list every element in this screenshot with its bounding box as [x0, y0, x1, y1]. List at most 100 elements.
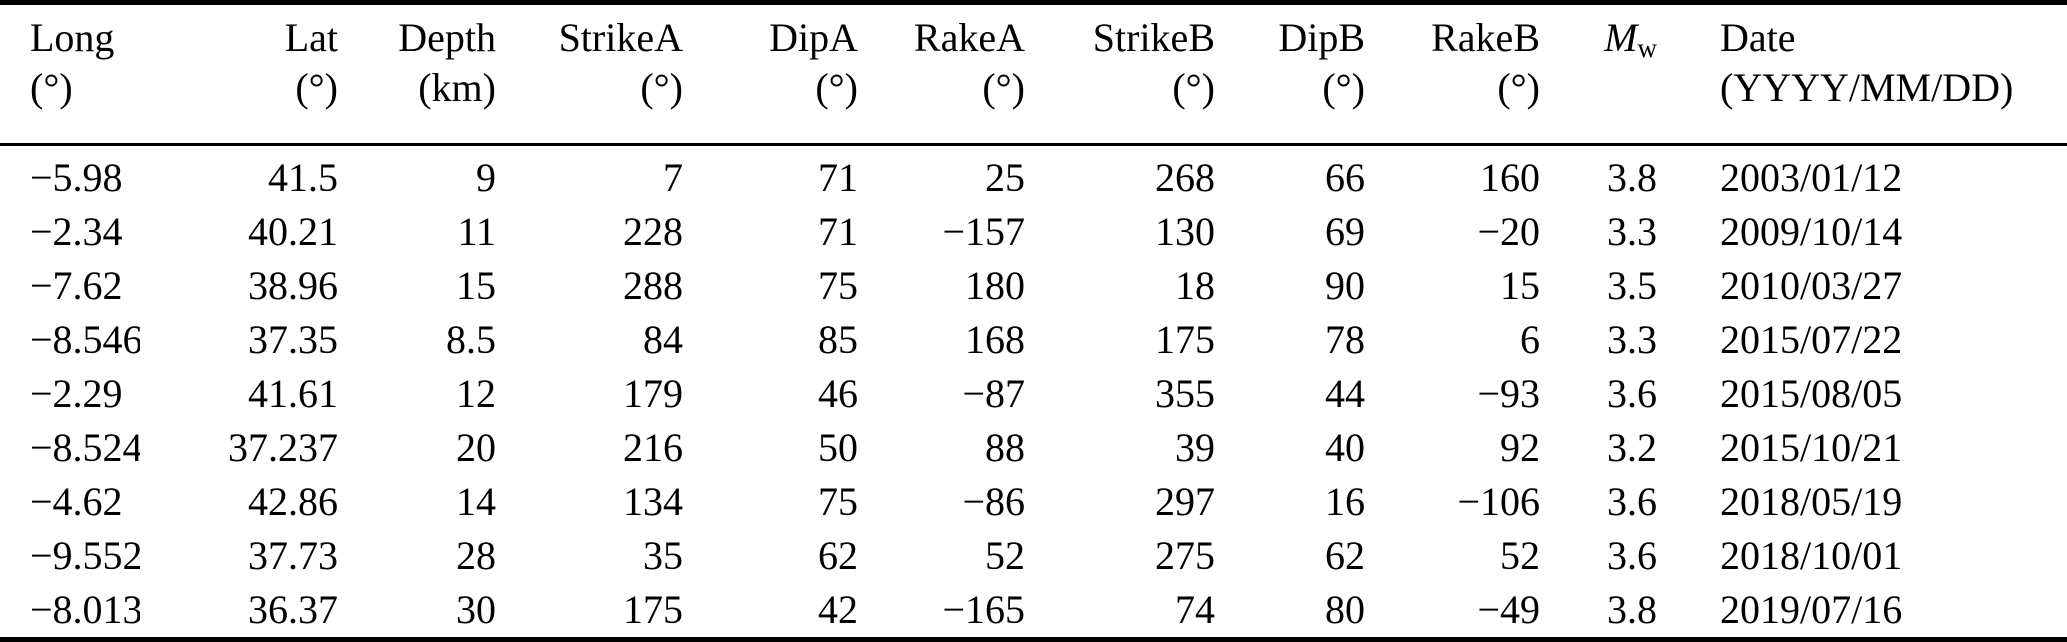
magnitude-subscript: w — [1637, 33, 1658, 63]
cell-lat: 37.237 — [228, 425, 338, 470]
cell-mw: 3.2 — [1607, 425, 1657, 470]
cell-depth: 11 — [457, 209, 496, 254]
column-unit: (°) — [1322, 65, 1365, 110]
column-header-rake_b: RakeB (°) — [1365, 2, 1540, 146]
cell-lat: 37.35 — [248, 317, 338, 362]
table-row: −8.546 37.35 8.5 84 85 168 175 78 6 3.3 2015/07/22 — [0, 313, 2067, 367]
cell-lat: 36.37 — [248, 587, 338, 632]
column-unit: (°) — [1172, 65, 1215, 110]
column-name: StrikeA — [558, 15, 683, 60]
cell-rake_b: 160 — [1480, 155, 1540, 200]
cell-rake_b: 6 — [1520, 317, 1540, 362]
cell-depth: 9 — [476, 155, 496, 200]
cell-mw: 3.8 — [1607, 155, 1657, 200]
cell-date: 2019/07/16 — [1720, 587, 1903, 632]
cell-rake_a: −157 — [942, 209, 1025, 254]
cell-rake_b: 52 — [1500, 533, 1540, 578]
table-row: −4.62 42.86 14 134 75 −86 297 16 −106 3.6 2018/05/… — [0, 475, 2067, 529]
cell-rake_b: 15 — [1500, 263, 1540, 308]
cell-dip_b: 69 — [1325, 209, 1365, 254]
cell-long: −2.29 — [30, 371, 123, 416]
magnitude-symbol: M — [1604, 15, 1638, 60]
cell-depth: 30 — [456, 587, 496, 632]
cell-dip_a: 62 — [818, 533, 858, 578]
cell-dip_a: 46 — [818, 371, 858, 416]
cell-dip_b: 44 — [1325, 371, 1365, 416]
column-name: RakeA — [913, 15, 1025, 60]
cell-strike_b: 39 — [1175, 425, 1215, 470]
cell-date: 2015/08/05 — [1720, 371, 1903, 416]
table-head: Long (°) Lat (°) Depth (km) StrikeA (°) DipA (°) R… — [0, 2, 2067, 146]
cell-strike_b: 74 — [1175, 587, 1215, 632]
cell-long: −9.552 — [30, 533, 140, 578]
column-unit: (°) — [295, 65, 338, 110]
column-header-depth: Depth (km) — [338, 2, 496, 146]
column-name: DipA — [769, 15, 858, 60]
cell-rake_a: 168 — [965, 317, 1025, 362]
table-row: −2.34 40.21 11 228 71 −157 130 69 −20 3.3 2009/10/… — [0, 205, 2067, 259]
cell-date: 2003/01/12 — [1720, 155, 1903, 200]
cell-rake_b: −93 — [1477, 371, 1540, 416]
column-name: Mw — [1540, 13, 1657, 63]
cell-depth: 14 — [456, 479, 496, 524]
cell-strike_a: 175 — [623, 587, 683, 632]
cell-rake_a: −87 — [962, 371, 1025, 416]
column-header-date: Date (YYYY/MM/DD) — [1657, 2, 2067, 146]
cell-long: −8.013 — [30, 587, 140, 632]
cell-mw: 3.8 — [1607, 587, 1657, 632]
table-row: −9.552 37.73 28 35 62 52 275 62 52 3.6 2018/10/01 — [0, 529, 2067, 583]
column-name: RakeB — [1431, 15, 1540, 60]
cell-dip_b: 80 — [1325, 587, 1365, 632]
cell-long: −5.98 — [30, 155, 123, 200]
cell-strike_b: 268 — [1155, 155, 1215, 200]
cell-strike_a: 35 — [643, 533, 683, 578]
table-header-row: Long (°) Lat (°) Depth (km) StrikeA (°) DipA (°) R… — [0, 2, 2067, 146]
cell-rake_b: −49 — [1477, 587, 1540, 632]
column-name: Date — [1720, 15, 1796, 60]
column-header-strike_b: StrikeB (°) — [1025, 2, 1215, 146]
cell-lat: 41.61 — [248, 371, 338, 416]
column-header-lat: Lat (°) — [140, 2, 338, 146]
column-header-long: Long (°) — [0, 2, 140, 146]
cell-strike_a: 288 — [623, 263, 683, 308]
cell-long: −7.62 — [30, 263, 123, 308]
cell-date: 2018/10/01 — [1720, 533, 1903, 578]
column-unit: (°) — [1497, 65, 1540, 110]
cell-long: −2.34 — [30, 209, 123, 254]
cell-depth: 8.5 — [446, 317, 496, 362]
table-body: −5.98 41.5 9 7 71 25 268 66 160 3.8 2003/01/12 −2.3… — [0, 145, 2067, 640]
cell-rake_a: −165 — [942, 587, 1025, 632]
column-unit: (°) — [815, 65, 858, 110]
cell-dip_a: 85 — [818, 317, 858, 362]
cell-dip_a: 50 — [818, 425, 858, 470]
cell-strike_a: 228 — [623, 209, 683, 254]
cell-mw: 3.3 — [1607, 209, 1657, 254]
cell-date: 2015/10/21 — [1720, 425, 1903, 470]
cell-long: −8.524 — [30, 425, 140, 470]
cell-mw: 3.3 — [1607, 317, 1657, 362]
cell-rake_a: 52 — [985, 533, 1025, 578]
cell-long: −4.62 — [30, 479, 123, 524]
cell-date: 2018/05/19 — [1720, 479, 1903, 524]
cell-strike_a: 216 — [623, 425, 683, 470]
cell-lat: 40.21 — [248, 209, 338, 254]
cell-strike_b: 130 — [1155, 209, 1215, 254]
cell-rake_b: −106 — [1457, 479, 1540, 524]
cell-strike_b: 18 — [1175, 263, 1215, 308]
cell-dip_a: 75 — [818, 263, 858, 308]
cell-rake_b: 92 — [1500, 425, 1540, 470]
column-name: DipB — [1278, 15, 1365, 60]
column-header-rake_a: RakeA (°) — [858, 2, 1025, 146]
cell-dip_a: 75 — [818, 479, 858, 524]
cell-rake_a: −86 — [962, 479, 1025, 524]
cell-dip_a: 71 — [818, 209, 858, 254]
cell-date: 2010/03/27 — [1720, 263, 1903, 308]
cell-depth: 12 — [456, 371, 496, 416]
cell-strike_a: 134 — [623, 479, 683, 524]
table-row: −2.29 41.61 12 179 46 −87 355 44 −93 3.6 2015/08/0… — [0, 367, 2067, 421]
cell-dip_b: 78 — [1325, 317, 1365, 362]
cell-strike_b: 355 — [1155, 371, 1215, 416]
column-unit — [1540, 63, 1657, 113]
cell-dip_b: 66 — [1325, 155, 1365, 200]
